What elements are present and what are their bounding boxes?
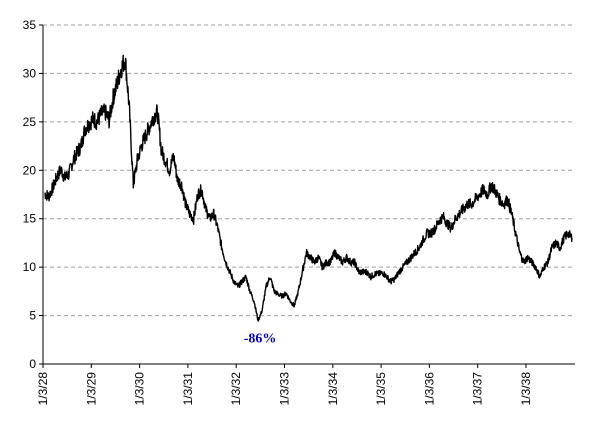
- x-tick-label-6: 1/3/34: [326, 372, 340, 406]
- x-axis-ticks: 1/3/28 1/3/29 1/3/30 1/3/31 1/3/32 1/3/33 1/3/…: [36, 364, 533, 405]
- y-tick-label-25: 25: [23, 115, 37, 129]
- x-tick-label-2: 1/3/30: [133, 372, 147, 406]
- x-tick-label-5: 1/3/33: [278, 372, 292, 406]
- x-tick-label-1: 1/3/29: [84, 372, 98, 406]
- y-tick-label-35: 35: [23, 18, 37, 32]
- y-tick-label-0: 0: [29, 357, 36, 371]
- y-tick-label-30: 30: [23, 66, 37, 80]
- x-tick-label-9: 1/3/37: [471, 372, 485, 406]
- x-tick-label-10: 1/3/38: [519, 372, 533, 406]
- gridlines: [43, 24, 575, 317]
- x-tick-label-3: 1/3/31: [181, 372, 195, 406]
- x-tick-label-8: 1/3/36: [422, 372, 436, 406]
- axes: [42, 25, 575, 365]
- y-tick-label-5: 5: [29, 309, 36, 323]
- x-tick-label-4: 1/3/32: [229, 372, 243, 406]
- x-tick-label-0: 1/3/28: [36, 372, 50, 406]
- y-tick-label-10: 10: [23, 260, 37, 274]
- series-line: [44, 54, 573, 322]
- y-tick-label-15: 15: [23, 212, 37, 226]
- y-tick-label-20: 20: [23, 163, 37, 177]
- x-tick-label-7: 1/3/35: [374, 372, 388, 406]
- y-axis-ticks: 0 5 10 15 20 25 30 35: [23, 18, 43, 371]
- chart-annotation: -86%: [244, 331, 277, 346]
